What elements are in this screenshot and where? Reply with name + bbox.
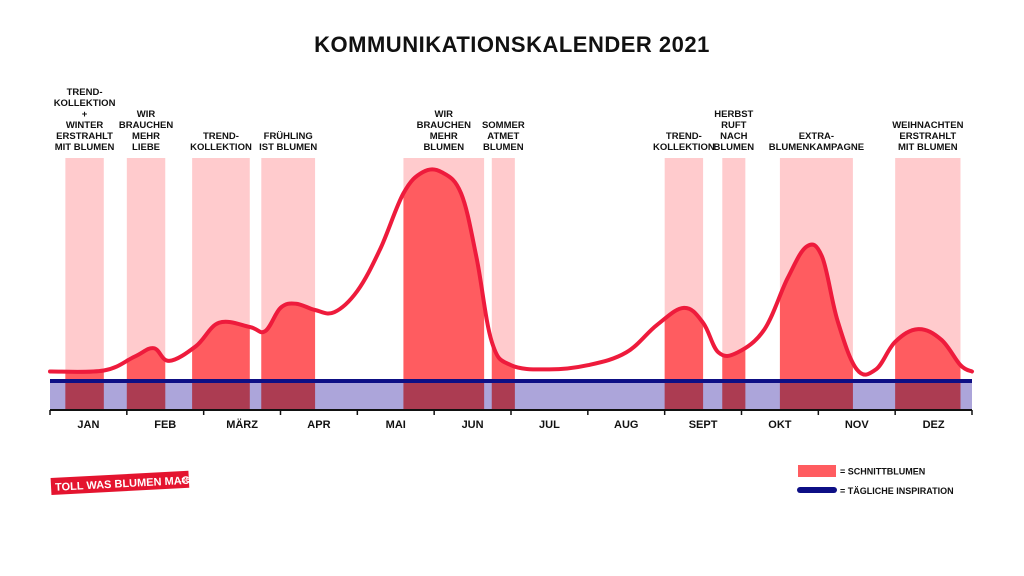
campaign-label-1-line-5: ERSTRAHLT [56, 131, 113, 142]
campaign-label-4-line-2: IST BLUMEN [259, 142, 317, 153]
schnittblumen-line [48, 167, 974, 377]
campaign-label-6-line-2: ATMET [487, 131, 519, 142]
logo: TOLL WAS BLUMEN MACHEN .DE [50, 470, 213, 495]
campaign-label-6-line-3: BLUMEN [483, 142, 524, 153]
area-layer [48, 167, 974, 410]
logo-badge [50, 470, 190, 495]
campaign-label-1-line-4: WINTER [66, 120, 104, 131]
month-label-10: OKT [768, 419, 792, 431]
month-label-7: JUL [539, 419, 560, 431]
legend-swatch-schnittblumen [798, 465, 836, 477]
campaign-label-2-line-1: WIR [137, 109, 156, 120]
campaign-label-7-line-1: TREND- [666, 131, 702, 142]
campaign-label-8-line-3: NACH [720, 131, 748, 142]
campaign-label-8-line-4: BLUMEN [713, 142, 754, 153]
campaign-label-5-line-4: BLUMEN [423, 142, 464, 153]
campaign-label-9-line-1: EXTRA- [799, 131, 834, 142]
campaign-label-5-line-2: BRAUCHEN [417, 120, 472, 131]
campaign-label-2-line-4: LIEBE [132, 142, 160, 153]
campaign-label-1-line-2: KOLLEKTION [54, 98, 116, 109]
month-label-3: MÄRZ [226, 418, 258, 431]
logo-suffix: .DE [180, 478, 190, 485]
month-label-2: FEB [154, 419, 176, 431]
campaign-label-3-line-2: KOLLEKTION [190, 142, 252, 153]
campaign-label-3-line-1: TREND- [203, 131, 239, 142]
campaign-label-1-line-1: TREND- [67, 87, 103, 98]
campaign-label-5-line-1: WIR [435, 109, 454, 120]
campaign-label-2-line-3: MEHR [132, 131, 160, 142]
taegliche-inspiration-band [50, 381, 972, 410]
campaign-label-6-line-1: SOMMER [482, 120, 525, 131]
legend-label-taegliche-inspiration: = TÄGLICHE INSPIRATION [840, 486, 954, 496]
month-label-5: MAI [386, 419, 406, 431]
campaign-band-6 [491, 158, 515, 410]
month-label-11: NOV [845, 419, 870, 431]
campaign-label-10-line-1: WEIHNACHTEN [892, 120, 963, 131]
campaign-label-10-line-3: MIT BLUMEN [898, 142, 958, 153]
campaign-label-5-line-3: MEHR [430, 131, 458, 142]
campaign-band-8 [722, 158, 746, 410]
month-label-8: AUG [614, 419, 638, 431]
campaign-label-9-line-2: BLUMENKAMPAGNE [769, 142, 864, 153]
campaign-label-4-line-1: FRÜHLING [264, 131, 313, 142]
campaign-label-1-line-6: MIT BLUMEN [55, 142, 115, 153]
schnittblumen-area [65, 169, 961, 410]
month-label-9: SEPT [689, 419, 718, 431]
campaign-label-7-line-2: KOLLEKTION [653, 142, 715, 153]
campaign-band-1 [65, 158, 104, 410]
month-label-1: JAN [77, 419, 99, 431]
campaign-label-2-line-2: BRAUCHEN [119, 120, 174, 131]
campaign-label-8-line-1: HERBST [714, 109, 753, 120]
axis-layer: JAN FEB MÄRZ APR MAI JUN JUL AUG SEPT OKT NOV DEZ [49, 409, 973, 431]
chart-title: KOMMUNIKATIONSKALENDER 2021 [314, 32, 710, 57]
campaign-label-10-line-2: ERSTRAHLT [899, 131, 956, 142]
month-label-12: DEZ [923, 419, 945, 431]
month-label-6: JUN [462, 419, 484, 431]
month-label-4: APR [307, 419, 330, 431]
legend-label-schnittblumen: = SCHNITTBLUMEN [840, 467, 925, 477]
campaign-label-1-line-3: + [82, 109, 88, 120]
campaign-label-8-line-2: RUFT [721, 120, 747, 131]
legend: = SCHNITTBLUMEN = TÄGLICHE INSPIRATION [797, 465, 954, 496]
